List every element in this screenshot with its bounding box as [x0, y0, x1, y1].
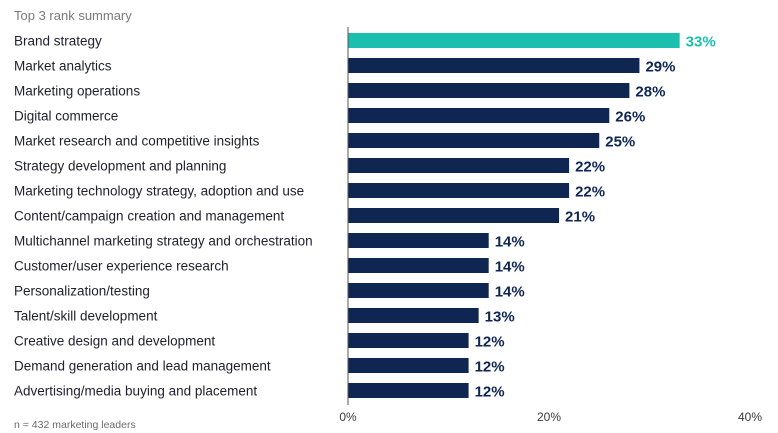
value-label: 33% [686, 34, 716, 51]
category-label: Brand strategy [14, 34, 102, 49]
category-label: Content/campaign creation and management [14, 209, 284, 224]
category-label: Strategy development and planning [14, 159, 226, 174]
bar [348, 83, 630, 98]
bar [348, 208, 560, 223]
category-label: Advertising/media buying and placement [14, 384, 257, 399]
bar [348, 333, 469, 348]
category-label: Talent/skill development [14, 309, 158, 324]
value-label: 25% [605, 134, 635, 151]
value-label: 12% [475, 359, 505, 376]
value-label: 28% [635, 84, 665, 101]
category-label: Market research and competitive insights [14, 134, 260, 149]
value-label: 12% [475, 384, 505, 401]
category-label: Personalization/testing [14, 284, 150, 299]
bar [348, 158, 570, 173]
bars-group [348, 33, 680, 398]
sample-size-note: n = 432 marketing leaders [14, 419, 136, 431]
x-tick-label: 0% [339, 410, 357, 424]
category-labels: Brand strategy Market analytics Marketing … [14, 34, 313, 399]
x-tick-label: 40% [738, 410, 762, 424]
bar [348, 58, 640, 73]
value-label: 14% [495, 234, 525, 251]
bar [348, 308, 479, 323]
value-label: 21% [565, 209, 595, 226]
category-label: Marketing operations [14, 84, 140, 99]
chart-subtitle: Top 3 rank summary [14, 8, 132, 23]
category-label: Demand generation and lead management [14, 359, 271, 374]
category-label: Customer/user experience research [14, 259, 229, 274]
category-label: Market analytics [14, 59, 112, 74]
bar [348, 108, 610, 123]
bar [348, 383, 469, 398]
value-label: 29% [645, 59, 675, 76]
category-label: Digital commerce [14, 109, 118, 124]
bar [348, 233, 489, 248]
value-label: 14% [495, 284, 525, 301]
value-label: 14% [495, 259, 525, 276]
value-label: 12% [475, 334, 505, 351]
category-label: Multichannel marketing strategy and orch… [14, 234, 313, 249]
bar [348, 133, 600, 148]
bar [348, 258, 489, 273]
x-tick-label: 20% [537, 410, 561, 424]
bar [348, 183, 570, 198]
bar [348, 283, 489, 298]
value-label: 22% [575, 159, 605, 176]
bar [348, 358, 469, 373]
value-labels: 33%29%28%26%25%22%22%21%14%14%14%13%12%1… [475, 34, 716, 401]
bar [348, 33, 680, 48]
value-label: 26% [615, 109, 645, 126]
value-label: 22% [575, 184, 605, 201]
category-label: Creative design and development [14, 334, 215, 349]
category-label: Marketing technology strategy, adoption … [14, 184, 304, 199]
x-axis-ticks: 0% 20% 40% [339, 410, 762, 424]
value-label: 13% [485, 309, 515, 326]
